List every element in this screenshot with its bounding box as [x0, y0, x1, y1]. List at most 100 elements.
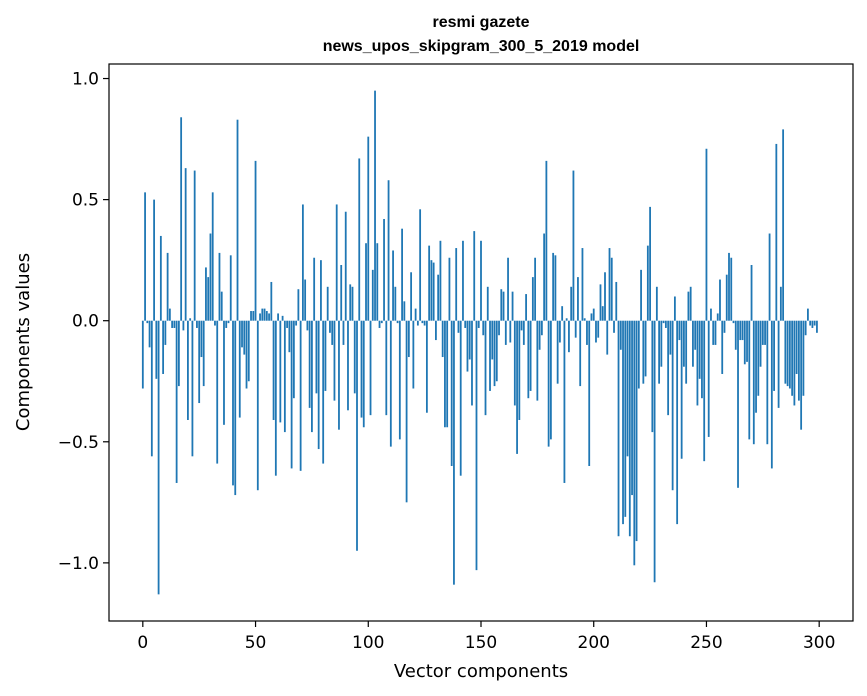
bar-142	[462, 240, 464, 321]
bar-104	[376, 243, 379, 321]
bar-128	[430, 260, 433, 321]
bar-282	[777, 320, 780, 408]
bar-79	[320, 260, 322, 321]
bar-242	[687, 291, 690, 321]
bar-206	[606, 320, 609, 355]
bar-184	[556, 320, 559, 384]
bar-98	[362, 320, 365, 428]
bar-75	[311, 320, 313, 433]
bar-221	[640, 269, 642, 321]
bar-53	[261, 308, 264, 321]
bar-188	[565, 318, 568, 321]
bar-69	[297, 289, 300, 321]
bar-200	[592, 308, 595, 321]
bar-216	[628, 320, 631, 537]
bar-105	[378, 320, 381, 328]
bar-14	[173, 320, 176, 328]
bar-139	[455, 248, 458, 321]
bar-28	[205, 267, 207, 321]
bar-263	[734, 320, 737, 350]
bar-114	[398, 320, 401, 440]
bar-9	[162, 320, 165, 374]
bar-83	[329, 320, 331, 333]
bar-43	[238, 320, 241, 418]
bar-117	[405, 320, 408, 503]
bar-63	[283, 320, 286, 433]
bar-213	[622, 320, 624, 525]
bar-298	[813, 320, 816, 326]
bar-266	[741, 320, 744, 341]
bar-35	[220, 291, 223, 321]
bar-274	[759, 320, 762, 367]
bar-6	[155, 320, 158, 379]
bar-60	[277, 313, 279, 321]
bar-239	[680, 320, 683, 459]
bar-249	[703, 320, 706, 462]
bar-78	[317, 320, 320, 450]
bar-127	[428, 245, 431, 321]
bar-240	[683, 320, 685, 367]
bar-227	[653, 320, 656, 583]
bar-81	[324, 320, 327, 391]
bar-284	[782, 129, 785, 321]
bar-207	[608, 248, 611, 321]
bar-199	[590, 313, 593, 321]
bar-265	[739, 320, 742, 341]
bar-44	[241, 320, 243, 348]
bar-58	[272, 320, 275, 420]
bar-245	[694, 320, 697, 350]
bar-94	[353, 320, 356, 394]
bar-243	[689, 286, 692, 321]
bar-288	[791, 320, 794, 396]
bar-278	[768, 233, 771, 321]
bar-255	[716, 313, 719, 321]
bar-264	[737, 320, 739, 488]
bar-120	[412, 320, 415, 389]
bar-49	[252, 311, 255, 321]
bar-45	[243, 320, 246, 355]
bar-130	[435, 320, 437, 341]
x-tick-label: 100	[352, 633, 384, 653]
bar-189	[568, 320, 570, 353]
bar-133	[441, 320, 444, 358]
bar-33	[216, 320, 219, 464]
bar-20	[187, 320, 189, 420]
bar-25	[198, 320, 201, 404]
bar-123	[419, 209, 422, 321]
bar-22	[191, 320, 194, 457]
bar-54	[263, 308, 266, 321]
bar-168	[520, 320, 523, 331]
bar-296	[809, 320, 812, 326]
bar-157	[495, 320, 498, 382]
bar-116	[403, 301, 406, 321]
bar-161	[504, 320, 507, 345]
y-tick-label: −0.5	[58, 433, 99, 453]
bar-77	[315, 320, 318, 394]
bar-27	[202, 320, 205, 387]
bar-186	[561, 306, 564, 321]
bar-234	[669, 320, 672, 355]
bar-113	[396, 320, 399, 324]
x-tick-label: 50	[245, 633, 267, 653]
bar-129	[432, 262, 435, 321]
bar-281	[775, 143, 778, 321]
bar-179	[545, 160, 548, 321]
bar-158	[498, 320, 500, 336]
bar-67	[292, 320, 295, 399]
bar-31	[211, 192, 214, 321]
bar-176	[538, 320, 541, 350]
chart-subtitle: news_upos_skipgram_300_5_2019 model	[323, 38, 640, 55]
bar-202	[597, 320, 600, 338]
bar-70	[299, 320, 302, 471]
bar-34	[218, 252, 221, 321]
bar-285	[784, 320, 787, 384]
bar-275	[761, 320, 764, 345]
bar-294	[804, 320, 807, 336]
bar-210	[615, 281, 618, 321]
bar-187	[563, 320, 566, 483]
bar-152	[484, 320, 487, 416]
bar-174	[534, 257, 537, 321]
bar-50	[254, 160, 257, 321]
bar-258	[723, 320, 726, 333]
bar-111	[392, 250, 394, 321]
